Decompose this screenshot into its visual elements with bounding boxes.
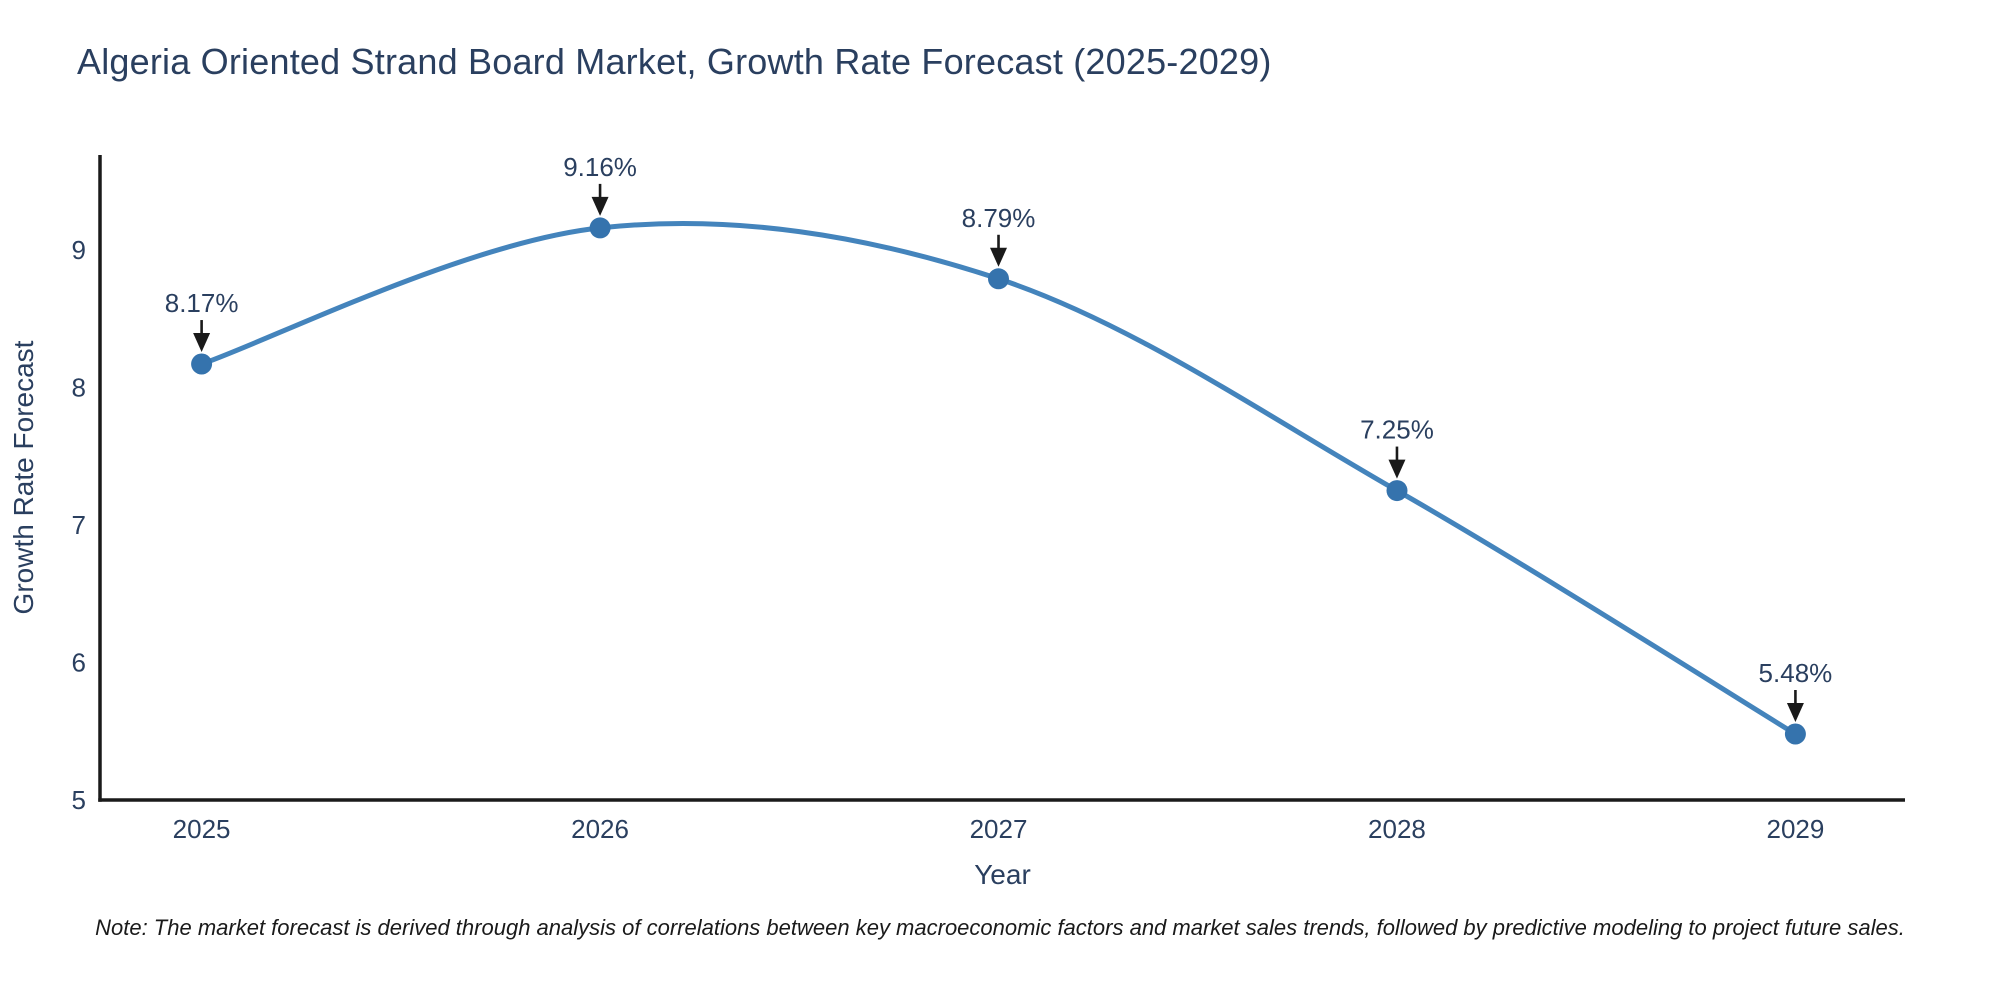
annotation-arrowhead-icon: [1388, 459, 1406, 479]
x-tick-label: 2029: [1767, 814, 1825, 844]
y-tick-label: 7: [72, 510, 86, 540]
y-tick-label: 5: [72, 785, 86, 815]
data-point-2026: [589, 217, 611, 239]
x-tick-label: 2025: [173, 814, 231, 844]
chart-title: Algeria Oriented Strand Board Market, Gr…: [77, 41, 1272, 82]
annotation-arrowhead-icon: [193, 333, 211, 353]
annotation-arrowhead-icon: [990, 247, 1008, 267]
forecast-line: [199, 221, 1798, 737]
y-tick-label: 8: [72, 372, 86, 402]
annotation-label: 7.25%: [1360, 415, 1434, 445]
y-tick-label: 9: [72, 235, 86, 265]
y-tick-label: 6: [72, 647, 86, 677]
data-point-2029: [1784, 723, 1806, 745]
annotation-label: 9.16%: [563, 152, 637, 182]
annotation-label: 8.79%: [962, 203, 1036, 233]
x-tick-label: 2026: [571, 814, 629, 844]
y-axis-title: Growth Rate Forecast: [8, 340, 39, 614]
data-point-2025: [191, 353, 213, 375]
annotation-arrowhead-icon: [591, 196, 609, 216]
annotation-label: 5.48%: [1759, 658, 1833, 688]
x-tick-label: 2027: [970, 814, 1028, 844]
x-tick-label: 2028: [1368, 814, 1426, 844]
annotation-label: 8.17%: [165, 288, 239, 318]
x-axis-title: Year: [974, 859, 1031, 890]
data-point-2028: [1386, 480, 1408, 502]
data-point-2027: [988, 268, 1009, 290]
footnote: Note: The market forecast is derived thr…: [95, 915, 1905, 940]
annotation-arrowhead-icon: [1786, 702, 1804, 722]
